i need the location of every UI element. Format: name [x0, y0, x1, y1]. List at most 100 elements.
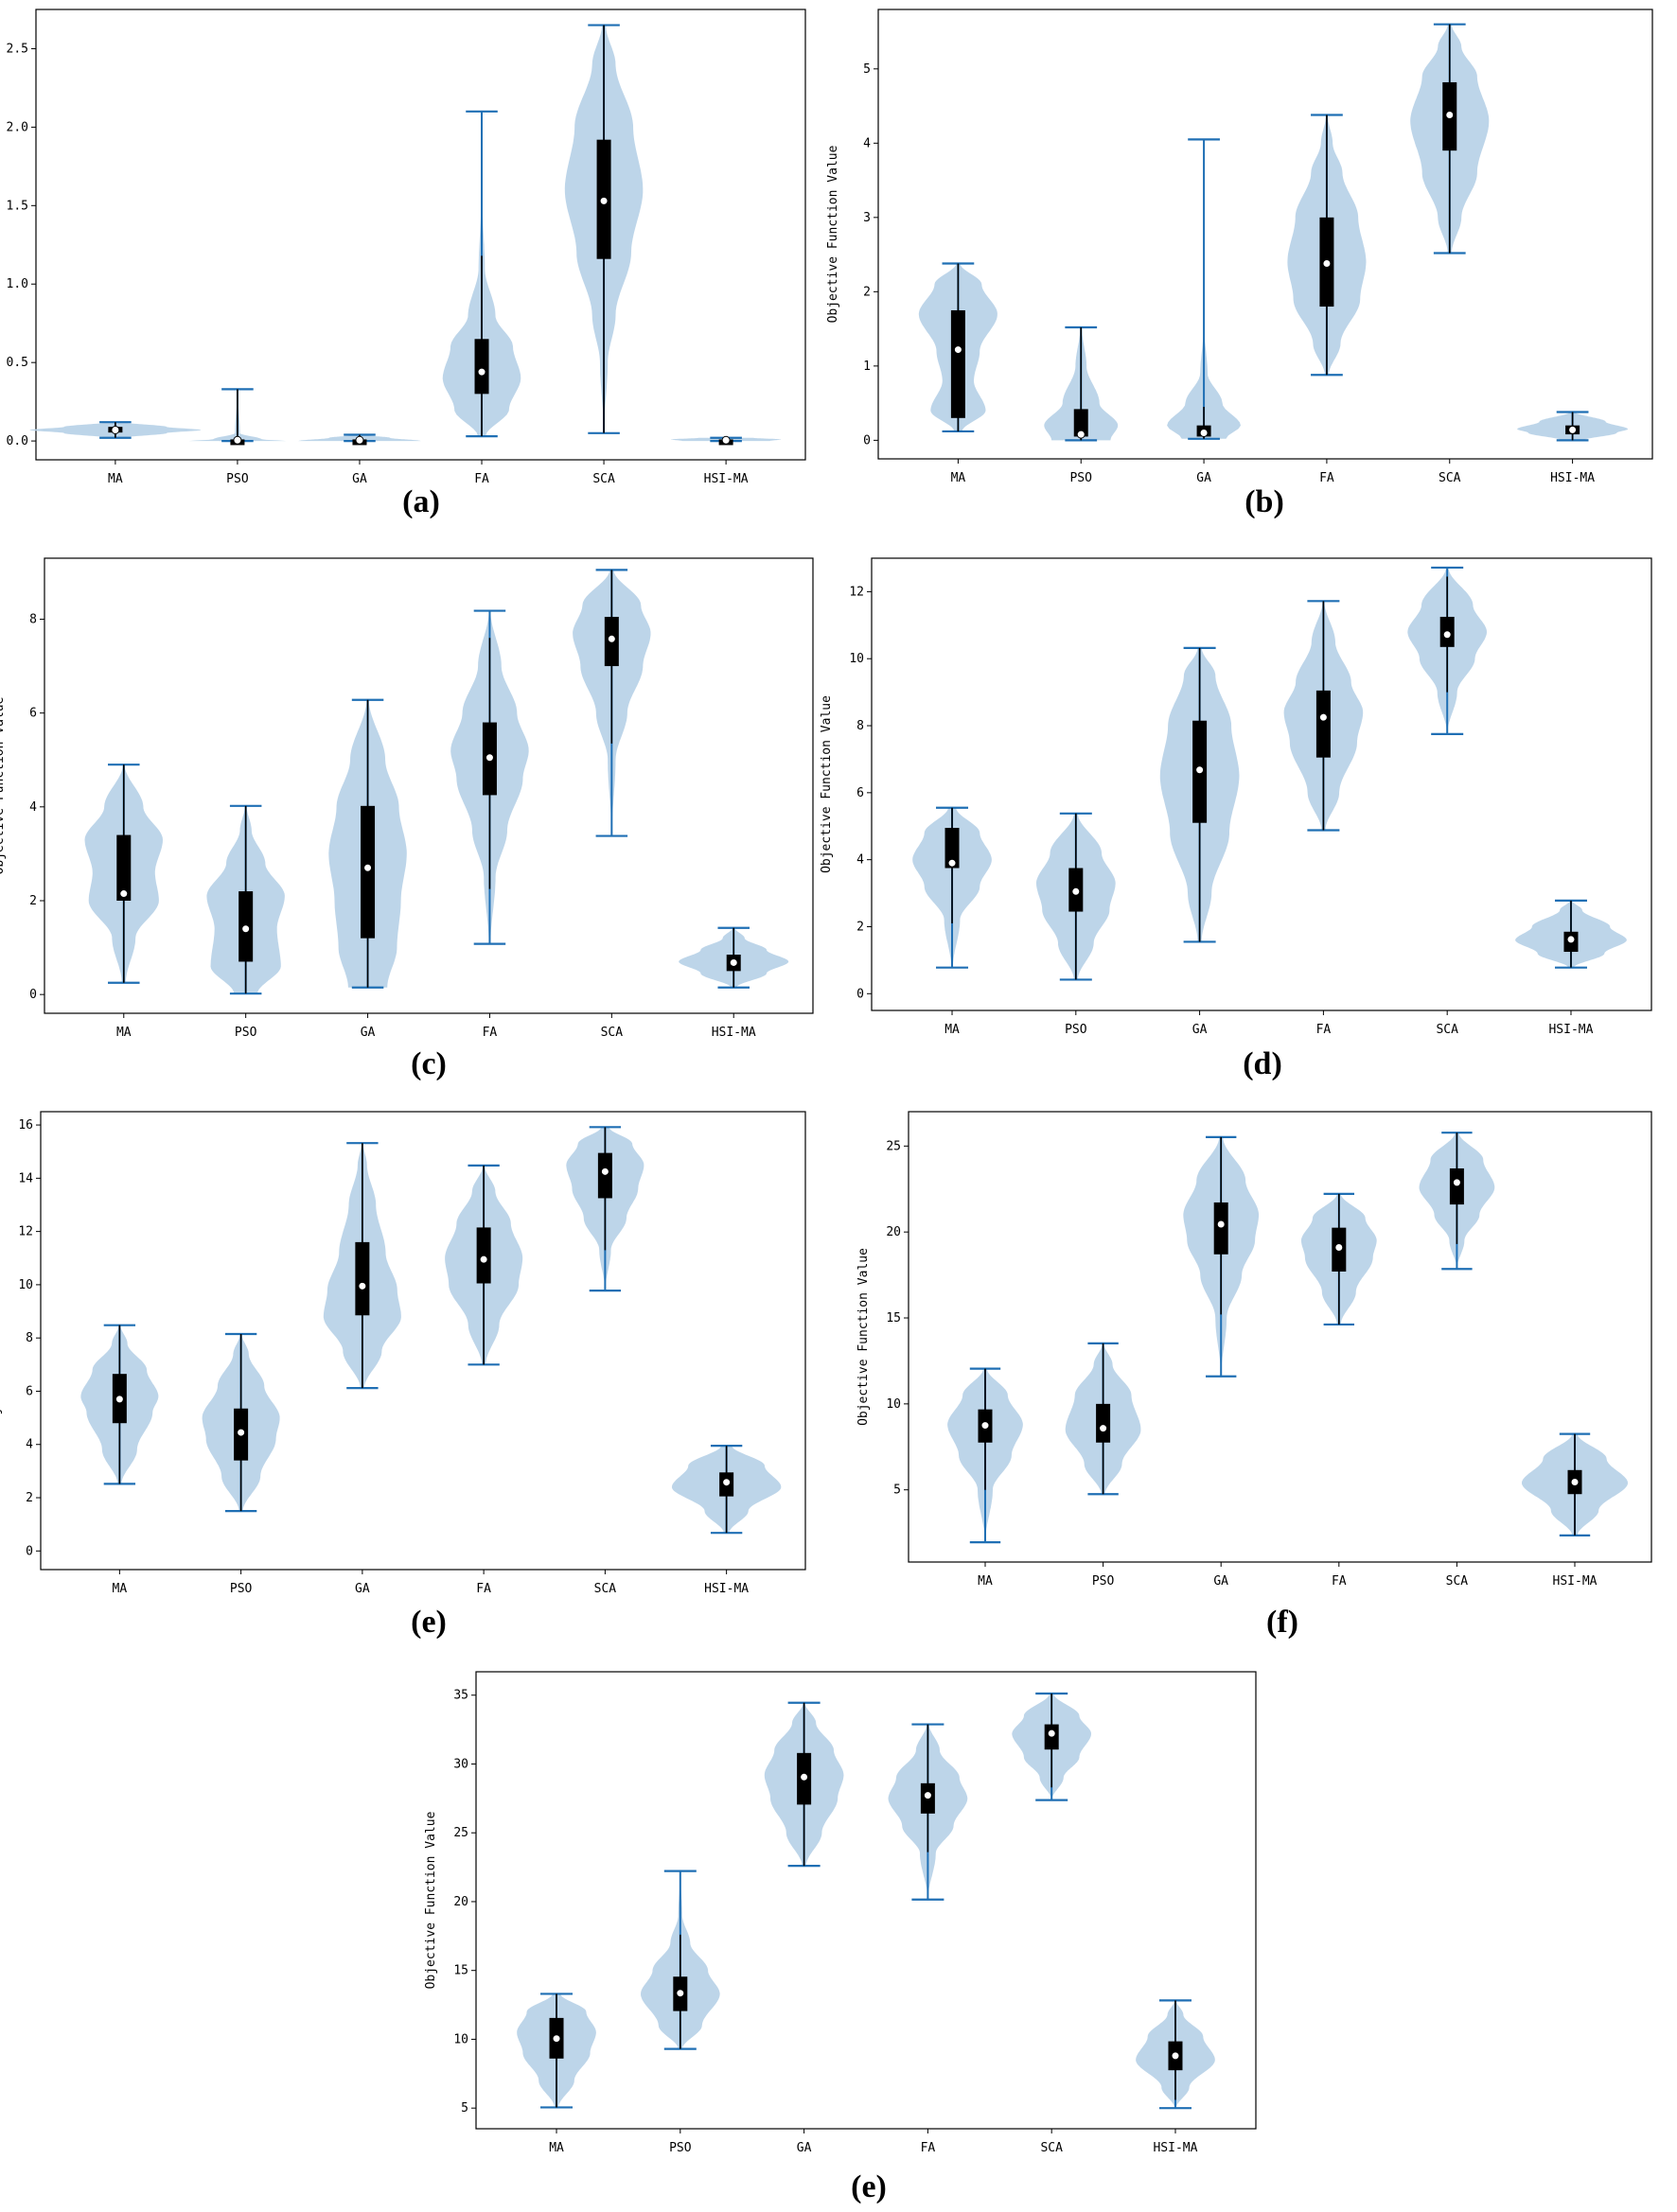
x-tick-label-f-1: PSO: [1092, 1574, 1115, 1589]
x-tick-label-a-4: SCA: [592, 472, 615, 486]
x-tick-label-e-4: SCA: [594, 1582, 617, 1596]
x-tick-label-c-4: SCA: [601, 1026, 624, 1040]
median-dot-d-4: [1442, 630, 1452, 640]
median-dot-b-5: [1568, 425, 1578, 434]
violin-group-a-4: [564, 24, 644, 434]
panel-label-a: (a): [402, 484, 440, 519]
plot-frame-c: [44, 557, 814, 1014]
plot-frame-d: [871, 557, 1652, 1011]
y-tick-label-g-1: 10: [453, 2032, 468, 2046]
x-tick-label-g-3: FA: [921, 2141, 936, 2155]
violin-group-f-1: [1065, 1342, 1141, 1496]
y-tick-label-a-2: 1.0: [7, 277, 28, 291]
iqr-box-d-0: [944, 828, 960, 869]
x-tick-label-a-3: FA: [474, 472, 489, 486]
x-tick-label-a-5: HSI-MA: [704, 472, 749, 486]
iqr-box-b-1: [1073, 409, 1088, 437]
median-dot-g-0: [552, 2034, 561, 2044]
y-tick-label-g-6: 35: [453, 1689, 468, 1703]
x-tick-label-d-1: PSO: [1065, 1023, 1087, 1037]
panel-label-d: (d): [1243, 1046, 1282, 1081]
chart-panel-c: 0 2 4 6 8 Objective Function Value MA PSO GA FA SC…: [0, 557, 814, 1081]
y-tick-label-d-6: 12: [849, 585, 864, 599]
violin-group-f-5: [1522, 1432, 1628, 1536]
violin-group-e-3: [445, 1164, 523, 1366]
x-tick-label-f-2: GA: [1213, 1574, 1228, 1589]
violin-group-d-0: [912, 806, 992, 969]
violin-group-a-0: [29, 421, 202, 439]
median-dot-d-5: [1566, 935, 1576, 944]
y-tick-label-a-5: 2.5: [7, 42, 28, 56]
y-tick-label-c-4: 8: [29, 612, 37, 626]
median-dot-e-5: [722, 1478, 732, 1487]
x-tick-label-b-3: FA: [1319, 471, 1334, 485]
plot-frame-b: [877, 9, 1653, 460]
median-dot-b-4: [1445, 110, 1455, 119]
median-dot-a-0: [111, 425, 120, 434]
y-tick-label-d-2: 4: [856, 853, 864, 868]
violin-group-e-4: [566, 1126, 644, 1292]
y-tick-label-b-5: 5: [863, 62, 871, 77]
violin-group-f-0: [947, 1367, 1023, 1544]
x-tick-label-g-1: PSO: [669, 2141, 692, 2155]
x-tick-label-b-2: GA: [1196, 471, 1211, 485]
median-dot-c-1: [241, 924, 251, 934]
y-tick-label-e-4: 8: [26, 1331, 33, 1345]
y-tick-label-g-5: 30: [453, 1757, 468, 1771]
median-dot-e-0: [115, 1395, 124, 1404]
y-tick-label-e-2: 4: [26, 1438, 33, 1452]
y-axis-title-f: Objective Function Value: [856, 1248, 871, 1426]
y-tick-label-b-1: 1: [863, 360, 871, 374]
violin-group-e-2: [323, 1142, 401, 1390]
violin-group-f-3: [1300, 1192, 1377, 1326]
median-dot-g-2: [800, 1772, 809, 1782]
violin-group-c-5: [679, 926, 789, 989]
y-tick-label-d-4: 8: [856, 719, 864, 733]
violin-group-c-1: [206, 804, 285, 995]
iqr-box-f-1: [1096, 1403, 1111, 1443]
y-tick-label-e-0: 0: [26, 1544, 33, 1558]
y-tick-label-a-1: 0.5: [7, 356, 28, 370]
violin-group-a-5: [671, 435, 782, 446]
y-tick-label-f-0: 5: [893, 1483, 901, 1498]
violin-group-e-5: [671, 1445, 782, 1535]
iqr-box-a-3: [474, 339, 489, 395]
violin-group-g-0: [517, 1993, 596, 2109]
chart-panel-e: 0 2 4 6 8 10 12 14 16 Objective Function Value MA P…: [0, 1111, 806, 1640]
y-tick-label-f-4: 25: [886, 1139, 901, 1153]
y-tick-label-b-2: 2: [863, 285, 871, 299]
median-dot-b-3: [1322, 259, 1332, 269]
median-dot-c-0: [119, 889, 129, 899]
y-tick-label-d-3: 6: [856, 786, 864, 800]
y-tick-label-a-3: 1.5: [7, 199, 28, 213]
median-dot-e-3: [479, 1255, 488, 1264]
x-tick-label-c-3: FA: [483, 1026, 498, 1040]
y-tick-label-b-0: 0: [863, 433, 871, 448]
median-dot-a-4: [599, 196, 609, 205]
y-tick-label-e-3: 6: [26, 1384, 33, 1398]
x-tick-label-f-0: MA: [978, 1574, 993, 1589]
y-axis-title-e: Objective Function Value: [0, 1252, 3, 1430]
y-tick-label-b-4: 4: [863, 136, 871, 150]
median-dot-a-5: [721, 435, 731, 445]
x-tick-label-a-2: GA: [352, 472, 367, 486]
median-dot-d-0: [947, 858, 957, 868]
violin-group-d-1: [1036, 812, 1116, 981]
x-tick-label-d-4: SCA: [1436, 1023, 1458, 1037]
y-tick-label-f-3: 20: [886, 1225, 901, 1239]
chart-panel-f: 5 10 15 20 25 Objective Function Value MA PSO GA…: [856, 1111, 1652, 1640]
violin-group-d-5: [1515, 899, 1627, 969]
y-tick-label-g-2: 15: [453, 1964, 468, 1978]
y-tick-label-e-6: 12: [18, 1225, 33, 1239]
x-tick-label-e-2: GA: [355, 1582, 370, 1596]
median-dot-e-1: [237, 1428, 246, 1437]
median-dot-d-2: [1195, 765, 1205, 775]
x-tick-label-b-5: HSI-MA: [1550, 471, 1595, 485]
median-dot-d-1: [1071, 887, 1081, 896]
y-tick-label-e-5: 10: [18, 1278, 33, 1292]
x-tick-label-c-1: PSO: [235, 1026, 257, 1040]
median-dot-c-4: [607, 634, 616, 643]
median-dot-g-4: [1047, 1729, 1056, 1738]
median-dot-g-3: [923, 1791, 932, 1800]
